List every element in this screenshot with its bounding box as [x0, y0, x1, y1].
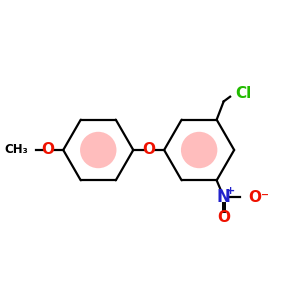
Circle shape [80, 132, 116, 168]
Text: O: O [217, 210, 230, 225]
Text: Cl: Cl [235, 85, 251, 100]
Text: N: N [217, 188, 231, 206]
Text: CH₃: CH₃ [4, 143, 28, 157]
Text: O: O [142, 142, 155, 158]
Text: O: O [41, 142, 54, 158]
Circle shape [181, 132, 218, 168]
Text: +: + [226, 186, 235, 196]
Text: O⁻: O⁻ [248, 190, 269, 205]
